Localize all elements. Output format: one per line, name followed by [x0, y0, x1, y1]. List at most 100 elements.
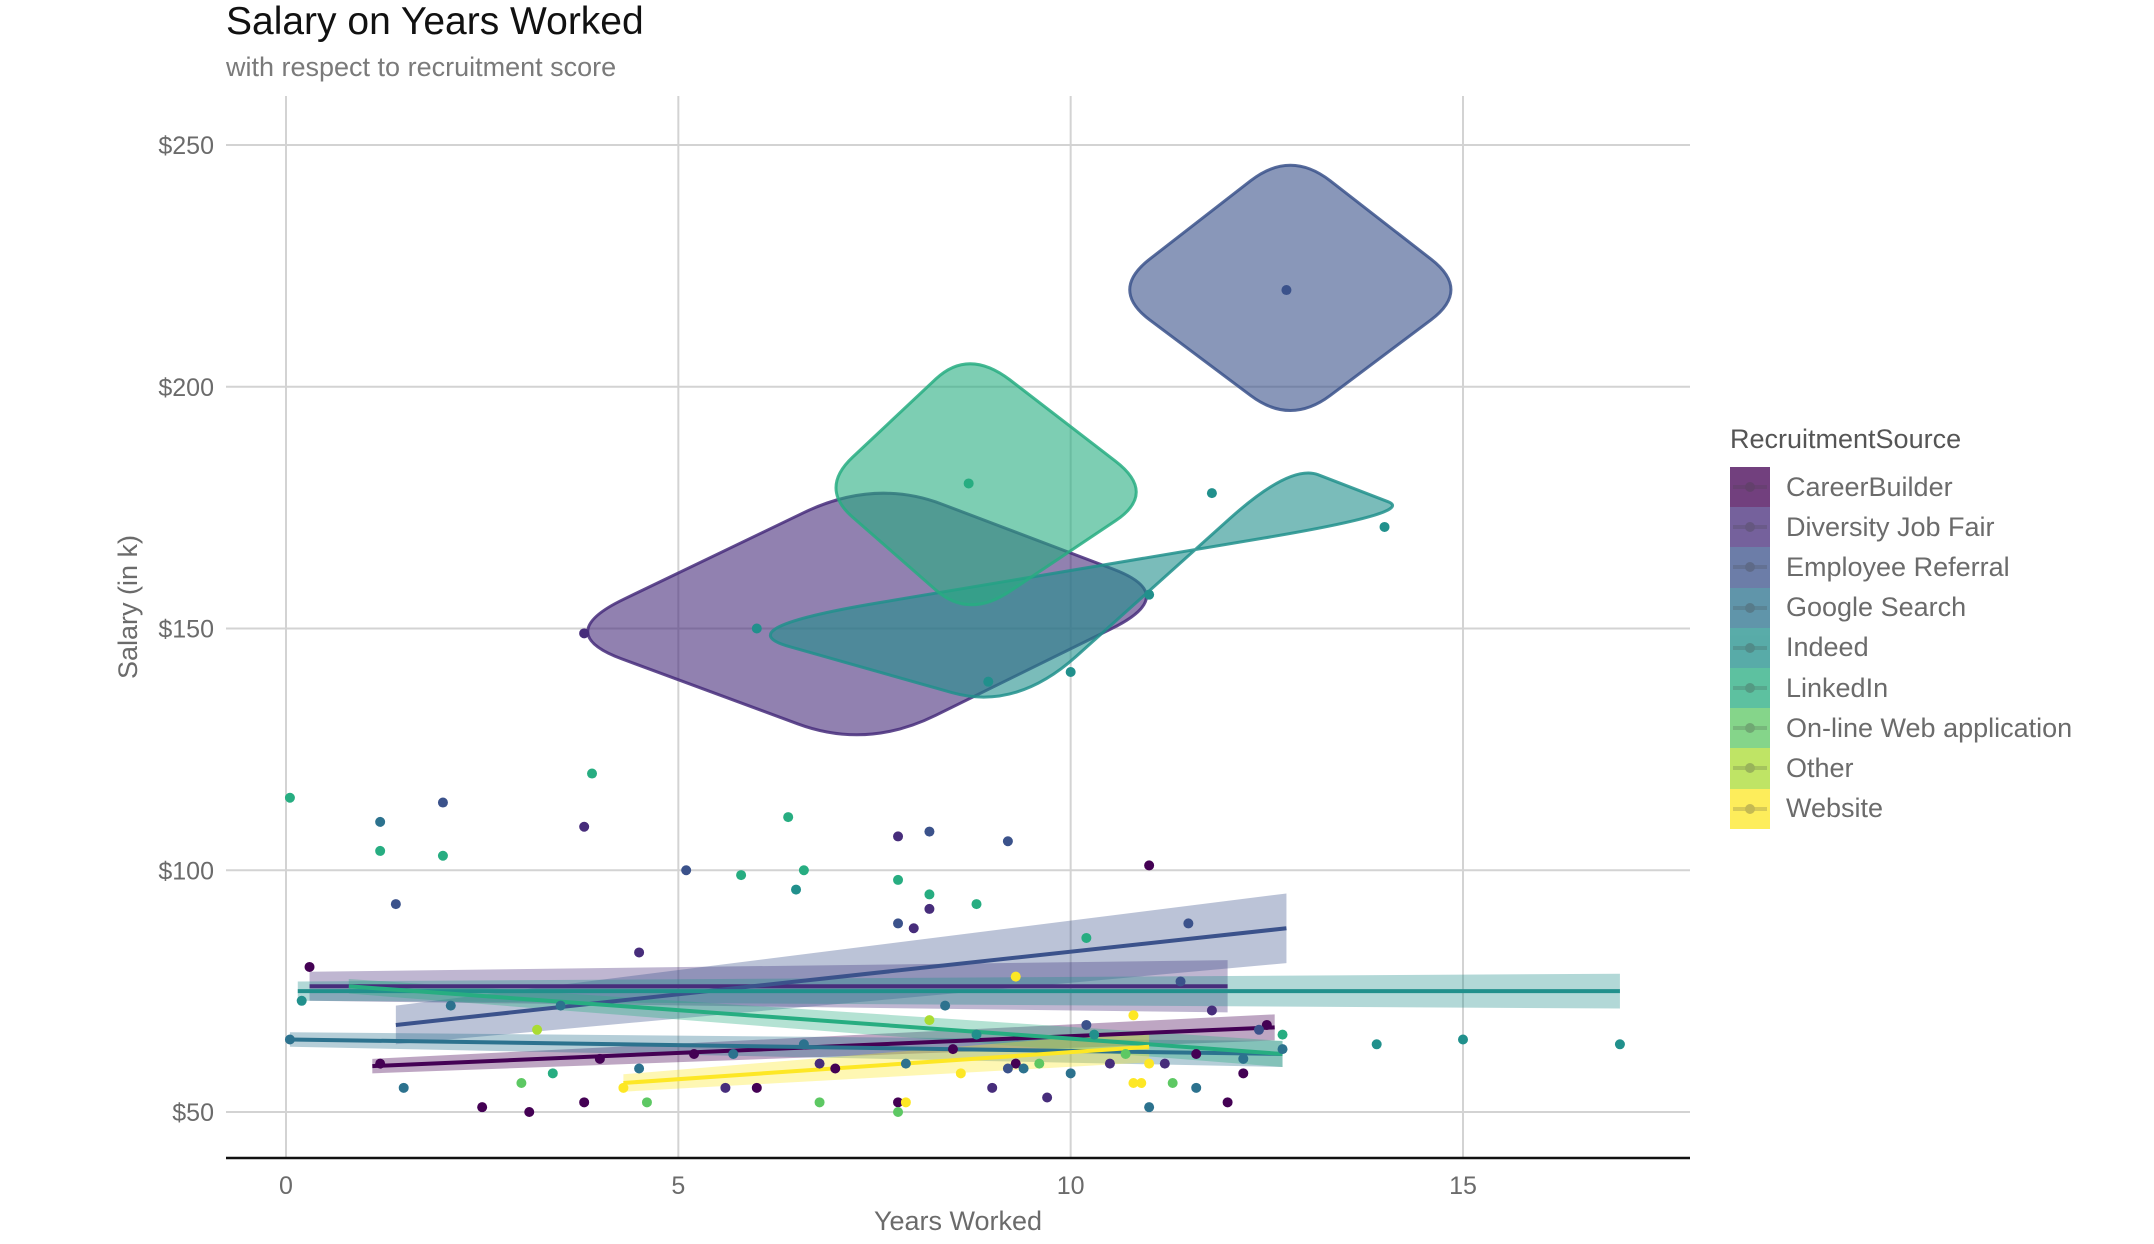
data-point-other: [924, 1015, 935, 1026]
data-point-website: [1136, 1077, 1147, 1088]
data-point-careerbuilder: [1191, 1048, 1202, 1059]
data-point-diversity-job-fair: [1206, 1005, 1217, 1016]
data-point-google-search: [728, 1048, 739, 1059]
x-tick-label: 15: [1449, 1172, 1477, 1200]
data-point-careerbuilder: [524, 1107, 535, 1117]
confidence-band-linkedin: [348, 979, 1283, 1068]
legend-swatch: [1730, 507, 1770, 548]
legend-label: Google Search: [1786, 592, 1967, 623]
legend-label: Website: [1786, 793, 1884, 824]
data-point-careerbuilder: [477, 1102, 488, 1113]
data-point-careerbuilder: [1010, 1058, 1021, 1069]
hull-indeed: [768, 471, 1395, 699]
data-point-careerbuilder: [1261, 1019, 1272, 1030]
data-point-google-search: [398, 1082, 409, 1093]
data-point-on-line-web-application: [641, 1097, 652, 1108]
data-point-on-line-web-application: [1034, 1058, 1045, 1069]
data-point-careerbuilder: [579, 1097, 590, 1108]
hull-layer: [586, 163, 1453, 737]
legend-item-google-search: Google Search: [1730, 587, 2072, 628]
data-point-employee-referral: [1281, 285, 1292, 296]
data-point-google-search: [555, 1000, 566, 1011]
fit-line-website: [623, 1044, 1150, 1085]
data-point-diversity-job-fair: [579, 821, 590, 832]
data-point-website: [955, 1068, 966, 1079]
data-point-linkedin: [736, 870, 747, 881]
data-point-diversity-job-fair: [893, 831, 904, 842]
legend-swatch: [1730, 788, 1770, 829]
data-point-careerbuilder: [375, 1058, 386, 1069]
y-tick-label: $50: [172, 1099, 214, 1127]
data-point-google-search: [940, 1000, 951, 1011]
data-point-employee-referral: [1081, 1019, 1092, 1030]
fit-line-layer: [289, 926, 1620, 1085]
data-point-careerbuilder: [1238, 1068, 1249, 1079]
data-point-google-search: [1277, 1044, 1288, 1055]
data-point-employee-referral: [437, 797, 448, 808]
data-point-website: [1010, 971, 1021, 982]
legend-label: Other: [1786, 752, 1854, 783]
chart-subtitle: with respect to recruitment score: [226, 52, 617, 82]
data-point-on-line-web-application: [516, 1077, 527, 1088]
y-tick-label: $250: [158, 132, 214, 160]
data-point-google-search: [375, 816, 386, 827]
legend-swatch: [1730, 667, 1770, 709]
data-point-diversity-job-fair: [908, 923, 919, 934]
data-point-indeed: [971, 1029, 982, 1040]
data-point-linkedin: [924, 889, 935, 900]
data-point-linkedin: [375, 845, 386, 856]
data-point-google-search: [445, 1000, 456, 1011]
data-point-indeed: [1371, 1039, 1382, 1050]
legend-swatch: [1730, 627, 1770, 668]
data-point-google-search: [634, 1063, 645, 1074]
data-point-careerbuilder: [594, 1053, 605, 1064]
data-point-employee-referral: [893, 918, 904, 929]
data-point-google-search: [284, 1034, 295, 1045]
data-point-indeed: [1089, 1029, 1100, 1040]
legend-label: On-line Web application: [1786, 712, 2073, 743]
data-point-indeed: [983, 676, 994, 687]
data-point-linkedin: [1081, 932, 1092, 943]
legend-item-other: Other: [1730, 748, 2072, 789]
legend-item-indeed: Indeed: [1730, 627, 2072, 668]
data-point-other: [532, 1024, 543, 1035]
y-tick-label: $100: [158, 857, 214, 885]
data-point-careerbuilder: [751, 1082, 762, 1093]
data-point-on-line-web-application: [893, 1107, 904, 1117]
data-point-on-line-web-application: [814, 1097, 825, 1108]
legend-swatch: [1730, 708, 1770, 749]
data-point-linkedin: [284, 792, 295, 803]
data-point-employee-referral: [1253, 1024, 1264, 1035]
legend: RecruitmentSource CareerBuilder Diversity…: [1730, 424, 2072, 829]
data-point-google-search: [1144, 1102, 1155, 1113]
data-point-linkedin: [963, 478, 974, 489]
confidence-band-website: [623, 1031, 1150, 1092]
data-point-website: [1128, 1077, 1139, 1088]
data-point-careerbuilder: [947, 1044, 958, 1055]
data-point-diversity-job-fair: [1159, 1058, 1170, 1069]
data-point-linkedin: [587, 768, 598, 779]
data-point-indeed: [1144, 589, 1155, 600]
data-point-google-search: [1018, 1063, 1029, 1074]
y-tick-label: $200: [158, 374, 214, 402]
data-point-linkedin: [547, 1068, 558, 1079]
data-point-indeed: [1065, 667, 1076, 678]
y-axis-title: Salary (in k): [113, 535, 143, 679]
legend-title: RecruitmentSource: [1730, 424, 1962, 454]
data-point-indeed: [1458, 1034, 1468, 1045]
fit-line-linkedin: [348, 984, 1283, 1056]
axes: $50 $100 $150 $200 $250 0 5 10 15 Years Worked Sal…: [113, 132, 1690, 1236]
data-point-linkedin: [971, 899, 982, 910]
x-tick-label: 0: [279, 1172, 293, 1200]
x-axis-title: Years Worked: [874, 1206, 1042, 1236]
legend-label: CareerBuilder: [1786, 471, 1953, 502]
data-point-linkedin: [893, 874, 904, 885]
data-point-employee-referral: [1175, 976, 1186, 987]
point-layer: [284, 285, 1625, 1117]
legend-swatch: [1730, 467, 1770, 508]
legend-label: LinkedIn: [1786, 672, 1889, 703]
fit-line-google-search: [289, 1037, 1283, 1056]
data-point-careerbuilder: [830, 1063, 841, 1074]
data-point-google-search: [900, 1058, 911, 1069]
